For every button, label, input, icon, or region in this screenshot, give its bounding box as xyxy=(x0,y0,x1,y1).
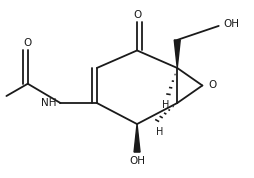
Text: H: H xyxy=(156,127,163,137)
Text: O: O xyxy=(133,10,141,20)
Text: O: O xyxy=(24,38,32,48)
Polygon shape xyxy=(174,40,180,68)
Polygon shape xyxy=(134,124,140,152)
Text: NH: NH xyxy=(41,98,57,108)
Text: OH: OH xyxy=(129,156,145,166)
Text: O: O xyxy=(208,80,216,90)
Text: H: H xyxy=(162,100,170,109)
Text: OH: OH xyxy=(224,19,240,29)
